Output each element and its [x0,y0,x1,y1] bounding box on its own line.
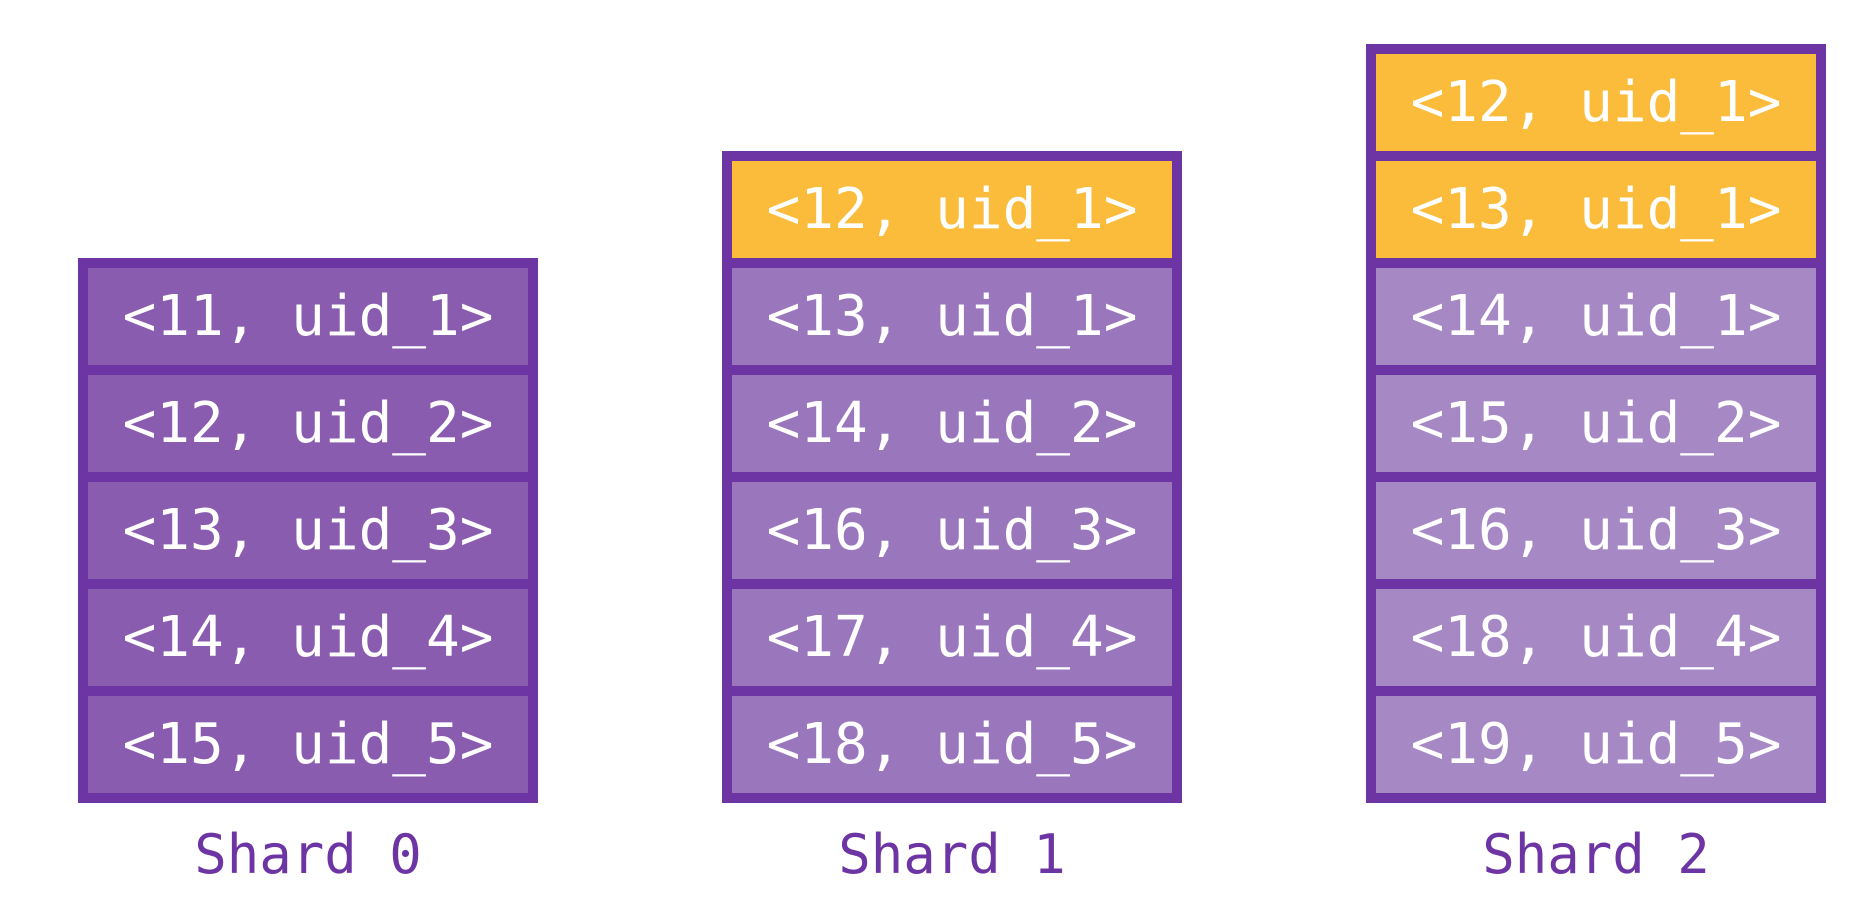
shard-1-stack: <12, uid_1> <13, uid_1> <14, uid_2> <16,… [722,151,1182,803]
shard-2-entry: <18, uid_4> [1376,589,1816,686]
shard-0-entry: <11, uid_1> [88,268,528,365]
shard-2: <12, uid_1> <13, uid_1> <14, uid_1> <15,… [1366,0,1826,914]
shard-2-label: Shard 2 [1482,823,1710,886]
shard-0-label: Shard 0 [194,823,422,886]
shard-0-entry: <15, uid_5> [88,696,528,793]
shard-1-entry: <17, uid_4> [732,589,1172,686]
shard-2-entry: <15, uid_2> [1376,375,1816,472]
shard-1: <12, uid_1> <13, uid_1> <14, uid_2> <16,… [722,0,1182,914]
shard-2-stack: <12, uid_1> <13, uid_1> <14, uid_1> <15,… [1366,44,1826,803]
shard-0: <11, uid_1> <12, uid_2> <13, uid_3> <14,… [78,0,538,914]
shard-2-entry-highlighted: <12, uid_1> [1376,54,1816,151]
shard-0-entry: <14, uid_4> [88,589,528,686]
shard-1-entry: <13, uid_1> [732,268,1172,365]
shard-0-entry: <12, uid_2> [88,375,528,472]
shard-1-label: Shard 1 [838,823,1066,886]
shard-2-entry-highlighted: <13, uid_1> [1376,161,1816,258]
shard-2-entry: <16, uid_3> [1376,482,1816,579]
shard-2-entry: <14, uid_1> [1376,268,1816,365]
shard-0-stack: <11, uid_1> <12, uid_2> <13, uid_3> <14,… [78,258,538,803]
shard-1-entry: <14, uid_2> [732,375,1172,472]
shard-1-entry: <16, uid_3> [732,482,1172,579]
shard-2-entry: <19, uid_5> [1376,696,1816,793]
shard-0-entry: <13, uid_3> [88,482,528,579]
shard-1-entry: <18, uid_5> [732,696,1172,793]
shard-1-entry-highlighted: <12, uid_1> [732,161,1172,258]
